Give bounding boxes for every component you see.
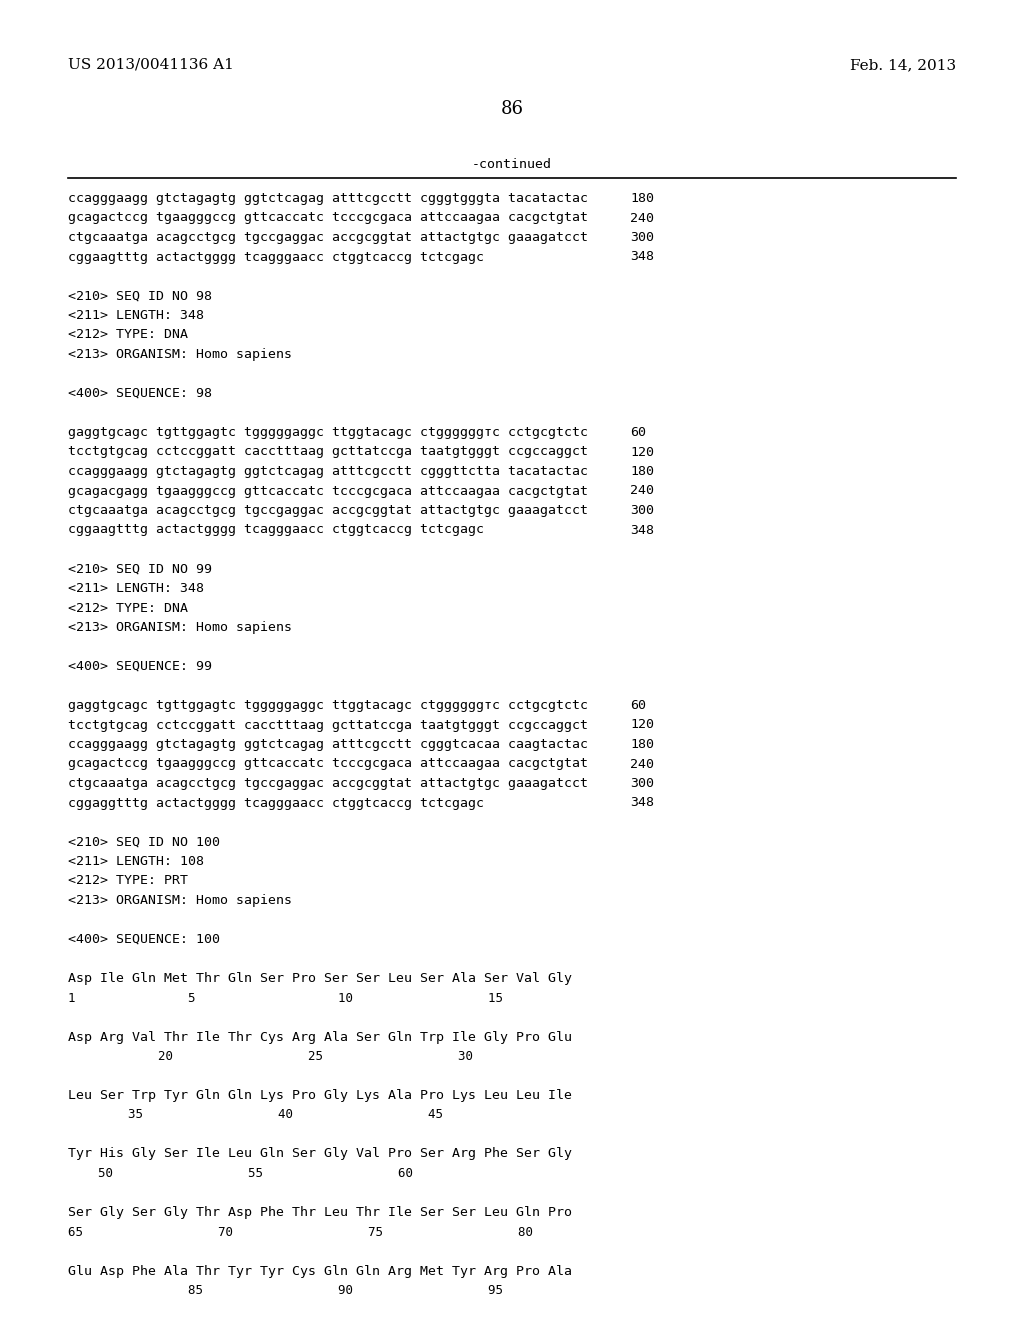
Text: Glu Asp Phe Ala Thr Tyr Tyr Cys Gln Gln Arg Met Tyr Arg Pro Ala: Glu Asp Phe Ala Thr Tyr Tyr Cys Gln Gln … — [68, 1265, 572, 1278]
Text: <212> TYPE: DNA: <212> TYPE: DNA — [68, 329, 188, 342]
Text: <213> ORGANISM: Homo sapiens: <213> ORGANISM: Homo sapiens — [68, 348, 292, 360]
Text: ccagggaagg gtctagagtg ggtctcagag atttcgcctt cgggtgggta tacatactac: ccagggaagg gtctagagtg ggtctcagag atttcgc… — [68, 191, 588, 205]
Text: <400> SEQUENCE: 99: <400> SEQUENCE: 99 — [68, 660, 212, 673]
Text: <210> SEQ ID NO 98: <210> SEQ ID NO 98 — [68, 289, 212, 302]
Text: 240: 240 — [630, 758, 654, 771]
Text: 348: 348 — [630, 796, 654, 809]
Text: <211> LENGTH: 348: <211> LENGTH: 348 — [68, 309, 204, 322]
Text: 85                  90                  95: 85 90 95 — [68, 1284, 503, 1298]
Text: 180: 180 — [630, 738, 654, 751]
Text: 300: 300 — [630, 777, 654, 789]
Text: <211> LENGTH: 108: <211> LENGTH: 108 — [68, 855, 204, 869]
Text: 1               5                   10                  15: 1 5 10 15 — [68, 991, 503, 1005]
Text: <213> ORGANISM: Homo sapiens: <213> ORGANISM: Homo sapiens — [68, 620, 292, 634]
Text: ccagggaagg gtctagagtg ggtctcagag atttcgcctt cgggttctta tacatactac: ccagggaagg gtctagagtg ggtctcagag atttcgc… — [68, 465, 588, 478]
Text: -continued: -continued — [472, 158, 552, 172]
Text: ctgcaaatga acagcctgcg tgccgaggac accgcggtat attactgtgc gaaagatcct: ctgcaaatga acagcctgcg tgccgaggac accgcgg… — [68, 504, 588, 517]
Text: ctgcaaatga acagcctgcg tgccgaggac accgcggtat attactgtgc gaaagatcct: ctgcaaatga acagcctgcg tgccgaggac accgcgg… — [68, 231, 588, 244]
Text: 50                  55                  60: 50 55 60 — [68, 1167, 413, 1180]
Text: <400> SEQUENCE: 100: <400> SEQUENCE: 100 — [68, 933, 220, 946]
Text: US 2013/0041136 A1: US 2013/0041136 A1 — [68, 58, 233, 73]
Text: Leu Ser Trp Tyr Gln Gln Lys Pro Gly Lys Ala Pro Lys Leu Leu Ile: Leu Ser Trp Tyr Gln Gln Lys Pro Gly Lys … — [68, 1089, 572, 1102]
Text: 348: 348 — [630, 251, 654, 264]
Text: cggaagtttg actactgggg tcagggaacc ctggtcaccg tctcgagc: cggaagtttg actactgggg tcagggaacc ctggtca… — [68, 524, 484, 536]
Text: gcagacgagg tgaagggccg gttcaccatc tcccgcgaca attccaagaa cacgctgtat: gcagacgagg tgaagggccg gttcaccatc tcccgcg… — [68, 484, 588, 498]
Text: Ser Gly Ser Gly Thr Asp Phe Thr Leu Thr Ile Ser Ser Leu Gln Pro: Ser Gly Ser Gly Thr Asp Phe Thr Leu Thr … — [68, 1206, 572, 1218]
Text: Asp Ile Gln Met Thr Gln Ser Pro Ser Ser Leu Ser Ala Ser Val Gly: Asp Ile Gln Met Thr Gln Ser Pro Ser Ser … — [68, 972, 572, 985]
Text: 180: 180 — [630, 465, 654, 478]
Text: tcctgtgcag cctccggatt cacctttaag gcttatccga taatgtgggt ccgccaggct: tcctgtgcag cctccggatt cacctttaag gcttatc… — [68, 718, 588, 731]
Text: 300: 300 — [630, 231, 654, 244]
Text: 348: 348 — [630, 524, 654, 536]
Text: 86: 86 — [501, 100, 523, 117]
Text: <212> TYPE: DNA: <212> TYPE: DNA — [68, 602, 188, 615]
Text: 240: 240 — [630, 211, 654, 224]
Text: ccagggaagg gtctagagtg ggtctcagag atttcgcctt cgggtcacaa caagtactac: ccagggaagg gtctagagtg ggtctcagag atttcgc… — [68, 738, 588, 751]
Text: <400> SEQUENCE: 98: <400> SEQUENCE: 98 — [68, 387, 212, 400]
Text: 300: 300 — [630, 504, 654, 517]
Text: 20                  25                  30: 20 25 30 — [68, 1049, 473, 1063]
Text: <211> LENGTH: 348: <211> LENGTH: 348 — [68, 582, 204, 595]
Text: cggaggtttg actactgggg tcagggaacc ctggtcaccg tctcgagc: cggaggtttg actactgggg tcagggaacc ctggtca… — [68, 796, 484, 809]
Text: cggaagtttg actactgggg tcagggaacc ctggtcaccg tctcgagc: cggaagtttg actactgggg tcagggaacc ctggtca… — [68, 251, 484, 264]
Text: Asp Arg Val Thr Ile Thr Cys Arg Ala Ser Gln Trp Ile Gly Pro Glu: Asp Arg Val Thr Ile Thr Cys Arg Ala Ser … — [68, 1031, 572, 1044]
Text: <210> SEQ ID NO 100: <210> SEQ ID NO 100 — [68, 836, 220, 849]
Text: 180: 180 — [630, 191, 654, 205]
Text: Feb. 14, 2013: Feb. 14, 2013 — [850, 58, 956, 73]
Text: 65                  70                  75                  80: 65 70 75 80 — [68, 1225, 534, 1238]
Text: 60: 60 — [630, 700, 646, 711]
Text: 60: 60 — [630, 426, 646, 440]
Text: Tyr His Gly Ser Ile Leu Gln Ser Gly Val Pro Ser Arg Phe Ser Gly: Tyr His Gly Ser Ile Leu Gln Ser Gly Val … — [68, 1147, 572, 1160]
Text: <213> ORGANISM: Homo sapiens: <213> ORGANISM: Homo sapiens — [68, 894, 292, 907]
Text: gcagactccg tgaagggccg gttcaccatc tcccgcgaca attccaagaa cacgctgtat: gcagactccg tgaagggccg gttcaccatc tcccgcg… — [68, 211, 588, 224]
Text: tcctgtgcag cctccggatt cacctttaag gcttatccga taatgtgggt ccgccaggct: tcctgtgcag cctccggatt cacctttaag gcttatc… — [68, 446, 588, 458]
Text: 120: 120 — [630, 718, 654, 731]
Text: ctgcaaatga acagcctgcg tgccgaggac accgcggtat attactgtgc gaaagatcct: ctgcaaatga acagcctgcg tgccgaggac accgcgg… — [68, 777, 588, 789]
Text: gaggtgcagc tgttggagtc tgggggaggc ttggtacagc ctggggggтс cctgcgtctc: gaggtgcagc tgttggagtc tgggggaggc ttggtac… — [68, 700, 588, 711]
Text: 120: 120 — [630, 446, 654, 458]
Text: <212> TYPE: PRT: <212> TYPE: PRT — [68, 874, 188, 887]
Text: gaggtgcagc tgttggagtc tgggggaggc ttggtacagc ctggggggтс cctgcgtctc: gaggtgcagc tgttggagtc tgggggaggc ttggtac… — [68, 426, 588, 440]
Text: <210> SEQ ID NO 99: <210> SEQ ID NO 99 — [68, 562, 212, 576]
Text: 240: 240 — [630, 484, 654, 498]
Text: gcagactccg tgaagggccg gttcaccatc tcccgcgaca attccaagaa cacgctgtat: gcagactccg tgaagggccg gttcaccatc tcccgcg… — [68, 758, 588, 771]
Text: 35                  40                  45: 35 40 45 — [68, 1109, 443, 1122]
